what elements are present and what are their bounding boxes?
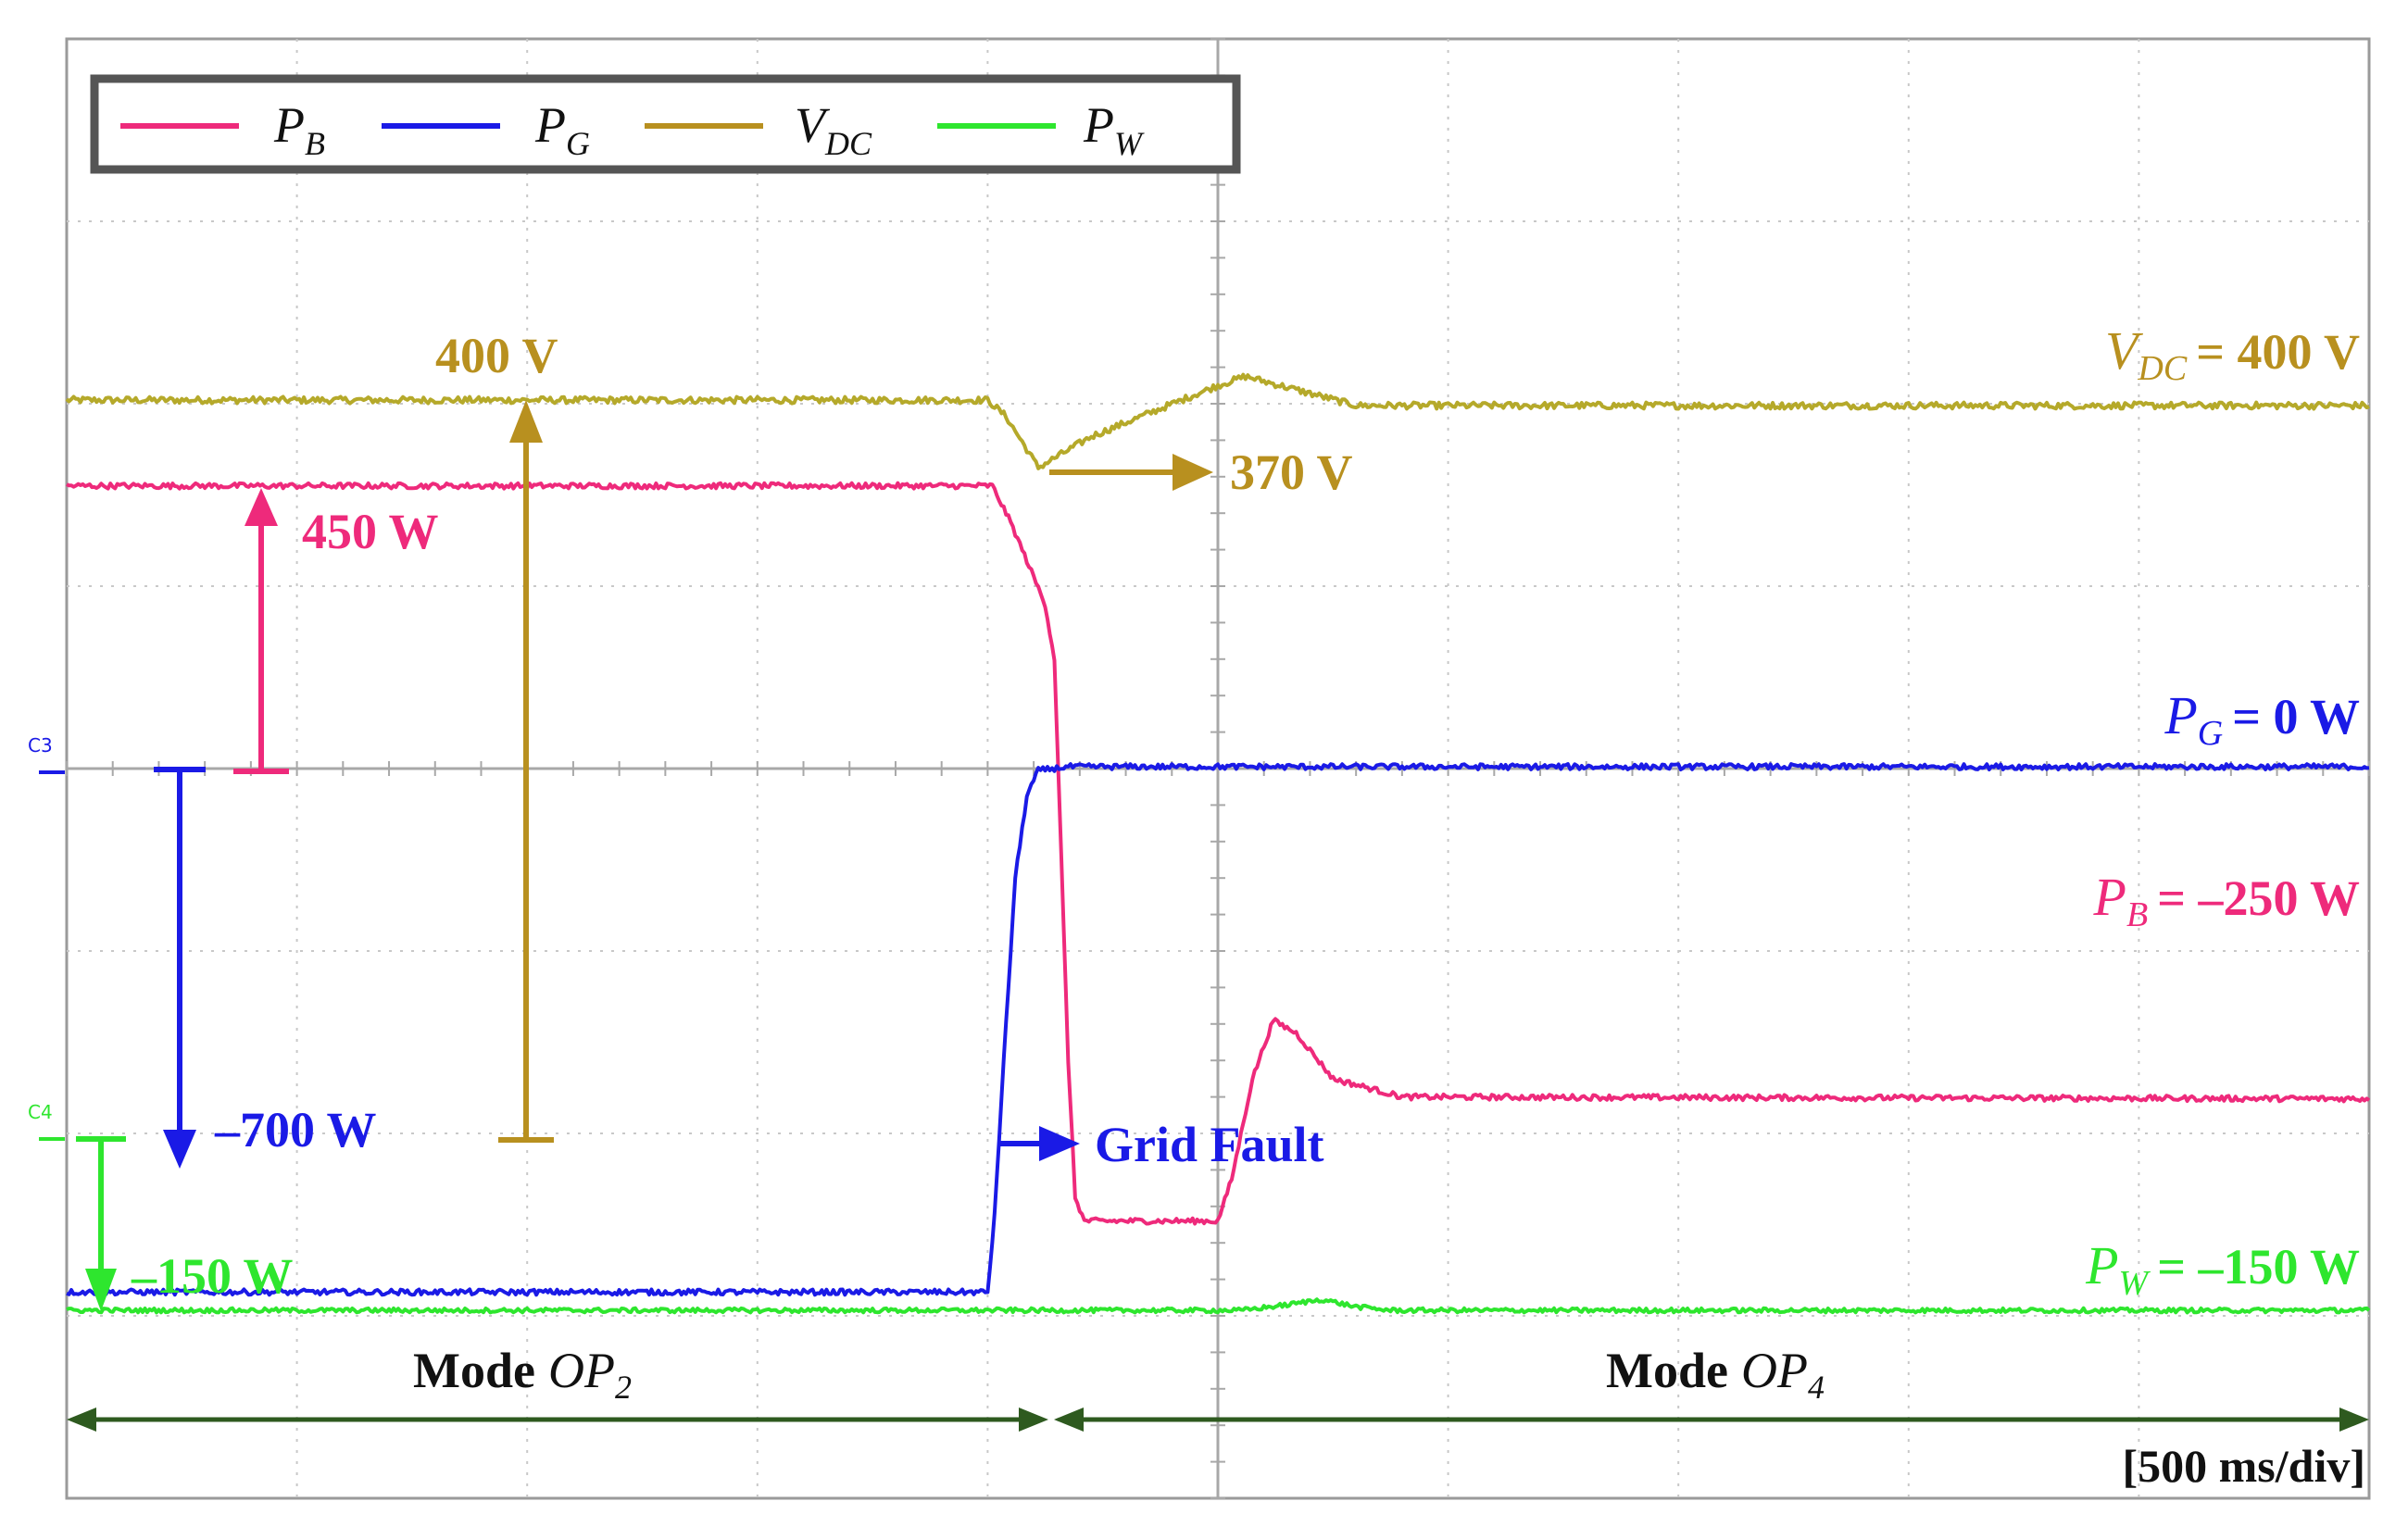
legend-label-vdc: VDC: [795, 97, 872, 162]
pb-final-value: = –250 W: [2157, 870, 2360, 926]
arrow-grid-fault: [1000, 1126, 1080, 1161]
label-dc-370: 370 V: [1230, 444, 1353, 500]
label-pb-450: 450 W: [302, 504, 439, 559]
pg-final-symbol: P: [2163, 685, 2197, 745]
channel-marker-c3-label: C3: [28, 734, 53, 757]
label-pw-final: PW = –150 W: [2085, 1235, 2360, 1303]
vdc-final-subscript: DC: [2137, 349, 2187, 388]
label-vdc-final: VDC = 400 V: [2105, 320, 2360, 388]
arrow-vdc-400: [498, 400, 554, 1143]
label-grid-fault: Grid Fault: [1095, 1117, 1324, 1172]
vdc-final-symbol: V: [2105, 320, 2144, 381]
arrow-pg-700: [154, 767, 206, 1169]
mode-op2-symbol: OP: [548, 1343, 615, 1398]
arrow-vdc-370: [1049, 454, 1213, 491]
pg-final-value: = 0 W: [2232, 689, 2360, 744]
trace-vdc: [65, 372, 2370, 470]
trace-pb: [66, 481, 2371, 1226]
legend-label-pw: PW: [1083, 97, 1145, 162]
pw-final-symbol: P: [2085, 1235, 2118, 1295]
mode-arrow-op4: [1054, 1408, 2369, 1432]
trace-pg: [66, 762, 2370, 1297]
channel-marker-c4: C4: [28, 1101, 65, 1141]
pb-final-symbol: P: [2093, 867, 2126, 927]
arrow-pw-150: [76, 1136, 126, 1311]
pb-final-subscript: B: [2126, 895, 2148, 934]
legend-label-pb: PB: [273, 97, 325, 162]
legend-entry-pw: PW: [937, 97, 1145, 162]
mode-op2-subscript: 2: [615, 1369, 632, 1406]
time-scale-label: [500 ms/div]: [2123, 1440, 2366, 1492]
legend-entry-vdc: VDC: [645, 97, 872, 162]
trace-pw: [66, 1297, 2371, 1315]
arrow-pb-450: [233, 488, 289, 774]
label-dc-400: 400 V: [435, 328, 558, 383]
legend-entry-pb: PB: [120, 97, 325, 162]
legend: PB PG VDC PW: [90, 74, 1241, 174]
legend-label-pg: PG: [534, 97, 590, 162]
mode-op4-symbol: OP: [1741, 1343, 1808, 1398]
traces: [65, 372, 2371, 1315]
mode-op4-word: Mode: [1606, 1343, 1728, 1398]
mode-op4-subscript: 4: [1808, 1369, 1825, 1406]
channel-marker-c3: C3: [28, 734, 65, 774]
pw-final-subscript: W: [2119, 1264, 2151, 1303]
vdc-final-value: = 400 V: [2196, 324, 2360, 380]
pw-final-value: = –150 W: [2157, 1239, 2360, 1295]
pg-final-subscript: G: [2198, 714, 2223, 753]
label-pw-150: –150 W: [131, 1248, 294, 1304]
mode-arrow-op2: [67, 1408, 1048, 1432]
label-mode-op2: Mode OP2: [413, 1343, 632, 1406]
mode-op2-word: Mode: [413, 1343, 535, 1398]
label-pb-final: PB = –250 W: [2093, 867, 2360, 934]
channel-marker-c4-label: C4: [28, 1101, 53, 1123]
legend-entry-pg: PG: [382, 97, 590, 162]
label-pg-700: –700 W: [214, 1102, 377, 1157]
label-pg-final: PG = 0 W: [2163, 685, 2360, 753]
label-mode-op4: Mode OP4: [1606, 1343, 1825, 1406]
